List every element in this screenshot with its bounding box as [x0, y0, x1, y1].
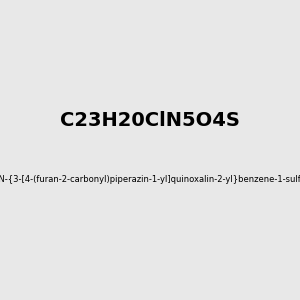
Text: C23H20ClN5O4S: C23H20ClN5O4S [60, 110, 240, 130]
Text: 4-chloro-N-{3-[4-(furan-2-carbonyl)piperazin-1-yl]quinoxalin-2-yl}benzene-1-sulf: 4-chloro-N-{3-[4-(furan-2-carbonyl)piper… [0, 176, 300, 184]
